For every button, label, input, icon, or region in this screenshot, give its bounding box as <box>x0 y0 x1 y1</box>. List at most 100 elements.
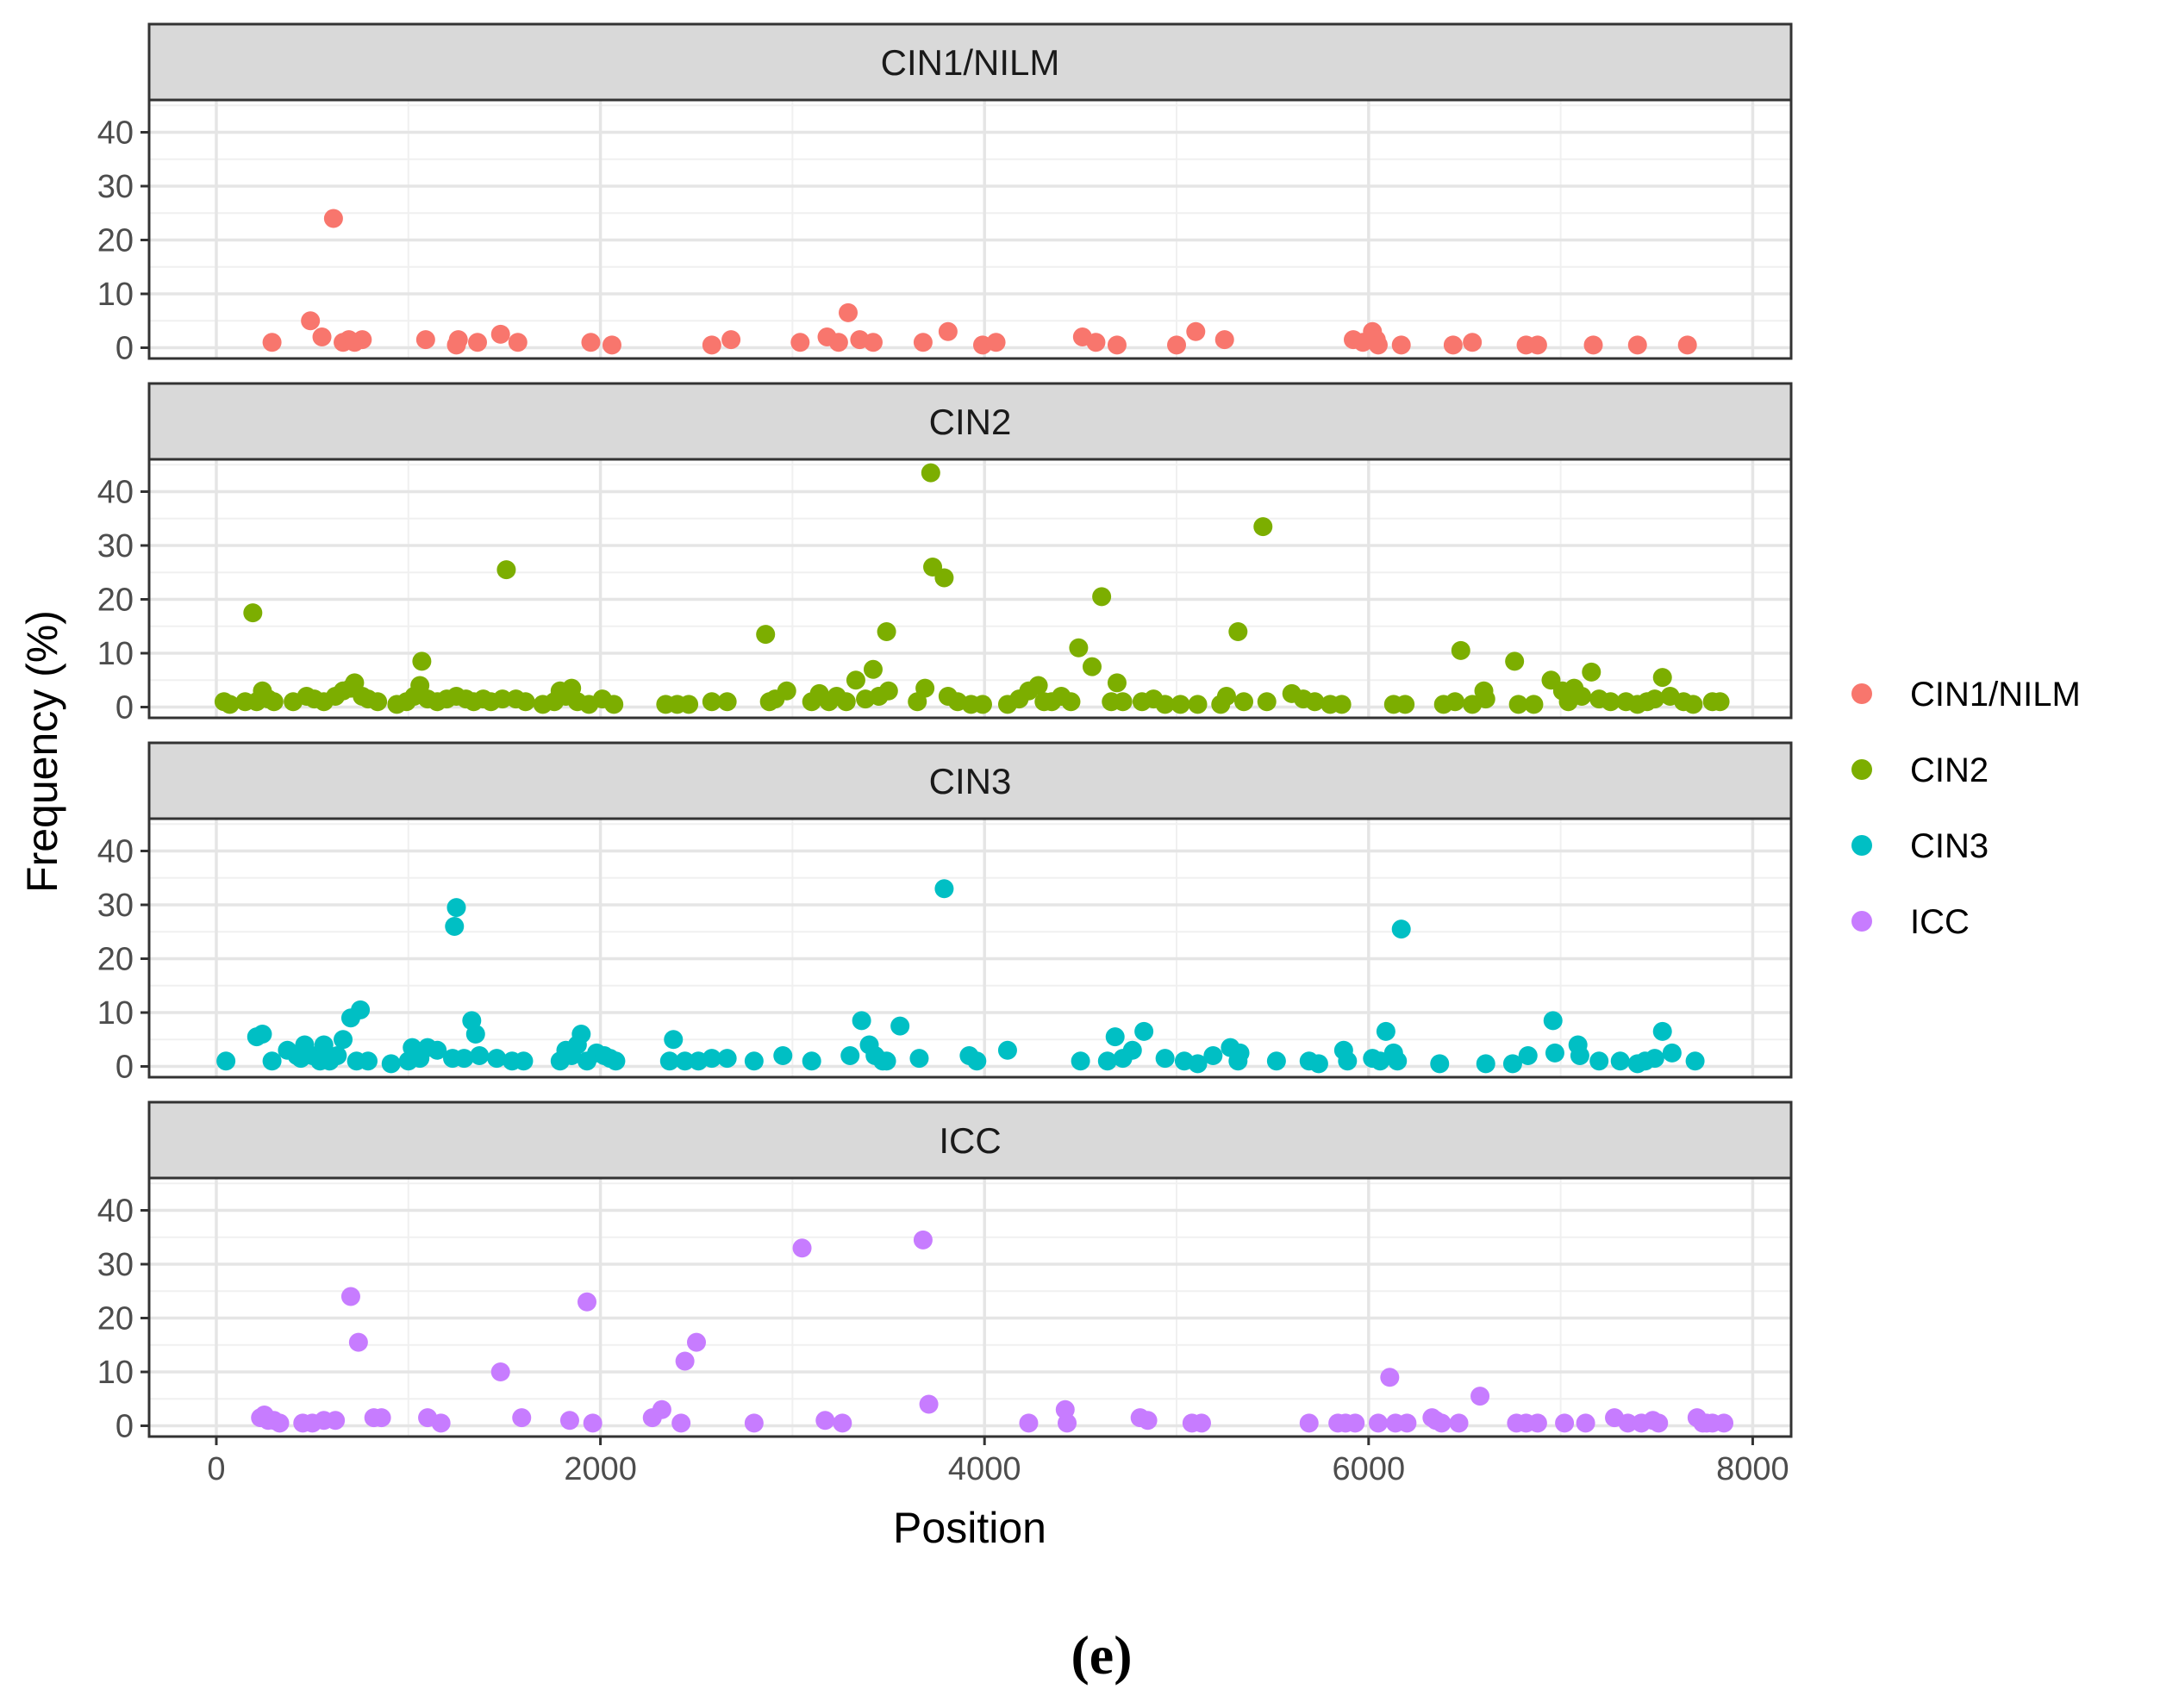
facet-strip <box>147 382 1793 461</box>
data-point <box>1345 1413 1365 1433</box>
data-point <box>1430 1054 1450 1074</box>
data-point <box>470 1046 490 1065</box>
data-point <box>508 333 528 352</box>
data-point <box>702 335 721 355</box>
legend-label: CIN1/NILM <box>1910 676 2081 714</box>
data-point <box>1397 1413 1417 1433</box>
data-point <box>1376 1021 1395 1041</box>
data-point <box>583 1413 603 1433</box>
data-point <box>913 333 933 352</box>
data-point <box>348 1332 368 1352</box>
y-tick-label: 10 <box>97 277 134 313</box>
data-point <box>1097 1051 1117 1071</box>
facet-strip-label: ICC <box>939 1120 1001 1161</box>
data-point <box>836 692 856 712</box>
legend-label: CIN2 <box>1910 751 1989 789</box>
data-point <box>833 1413 852 1433</box>
data-point <box>1572 687 1592 706</box>
x-tick-label: 8000 <box>1716 1451 1789 1487</box>
data-point <box>1543 1011 1563 1031</box>
data-point <box>1368 1413 1388 1433</box>
facet-strip-label: CIN3 <box>929 761 1012 801</box>
data-point <box>852 1011 871 1031</box>
data-point <box>863 659 883 679</box>
data-point <box>1476 1054 1495 1074</box>
data-point <box>1388 1051 1408 1071</box>
data-point <box>1171 695 1190 714</box>
data-point <box>815 1411 835 1431</box>
data-point <box>1107 673 1127 693</box>
data-point <box>790 333 810 352</box>
data-point <box>1214 330 1234 350</box>
data-point <box>1019 1413 1039 1433</box>
panels-layer: CIN1/NILM 0 10 20 30 40 CIN2 0 10 20 30 40 CIN3 0 10 20… <box>97 22 1793 1445</box>
x-axis-title: Position <box>893 1504 1046 1552</box>
data-point <box>1710 692 1730 712</box>
data-point <box>702 692 721 712</box>
data-point <box>1545 1043 1564 1063</box>
data-point <box>490 324 510 344</box>
data-point <box>756 625 776 645</box>
data-point <box>1645 1049 1664 1069</box>
plot-background <box>149 819 1791 1077</box>
y-tick-label: 30 <box>97 169 134 205</box>
data-point <box>326 1411 346 1431</box>
data-point <box>468 333 487 352</box>
plot-background <box>149 1178 1791 1437</box>
y-tick-label: 30 <box>97 888 134 924</box>
data-point <box>1443 335 1463 355</box>
data-point <box>1061 692 1081 712</box>
data-point <box>1253 517 1273 537</box>
data-point <box>675 1051 695 1071</box>
data-point <box>1652 1021 1672 1041</box>
data-point <box>1107 335 1127 355</box>
data-point <box>675 1351 695 1371</box>
data-point <box>353 330 372 350</box>
data-point <box>877 622 896 641</box>
data-point <box>368 692 388 712</box>
data-point <box>1305 692 1325 712</box>
panel-cin1-nilm: CIN1/NILM 0 10 20 30 40 <box>97 22 1793 367</box>
y-tick-label: 0 <box>116 1409 134 1445</box>
y-tick-label: 0 <box>116 1050 134 1086</box>
data-point <box>454 1049 474 1069</box>
data-point <box>1508 695 1528 714</box>
x-tick-label: 4000 <box>948 1451 1021 1487</box>
data-point <box>1714 1413 1734 1433</box>
data-point <box>1071 1051 1090 1071</box>
data-point <box>717 692 737 712</box>
data-point <box>1134 1021 1154 1041</box>
data-point <box>1188 695 1208 714</box>
panel-border <box>147 458 1793 720</box>
panel-icc: ICC 0 10 20 30 40 <box>97 1100 1793 1445</box>
data-point <box>445 917 465 936</box>
data-point <box>1155 1049 1175 1069</box>
y-tick-label: 10 <box>97 995 134 1032</box>
data-point <box>487 1049 507 1069</box>
data-point <box>1502 1054 1522 1074</box>
data-point <box>744 1051 764 1071</box>
data-point <box>1092 587 1112 607</box>
data-point <box>1082 657 1102 676</box>
data-point <box>671 1413 691 1433</box>
data-point <box>1662 1043 1682 1063</box>
data-point <box>878 681 898 701</box>
data-point <box>877 1051 896 1071</box>
data-point <box>1391 919 1411 939</box>
data-point <box>1122 1040 1142 1060</box>
data-point <box>314 1035 334 1055</box>
legend-key <box>1851 911 1872 932</box>
panel-border <box>147 1176 1793 1438</box>
data-point <box>1524 695 1544 714</box>
data-point <box>340 1287 360 1306</box>
data-point <box>702 1049 721 1069</box>
data-point <box>1618 1413 1638 1433</box>
data-point <box>1683 695 1703 714</box>
data-point <box>1555 1413 1575 1433</box>
data-point <box>1155 695 1175 714</box>
legend-key <box>1851 759 1872 780</box>
data-point <box>915 678 935 698</box>
data-point <box>1601 692 1620 712</box>
facet-strip-label: CIN2 <box>929 402 1012 442</box>
data-point <box>802 1051 821 1071</box>
